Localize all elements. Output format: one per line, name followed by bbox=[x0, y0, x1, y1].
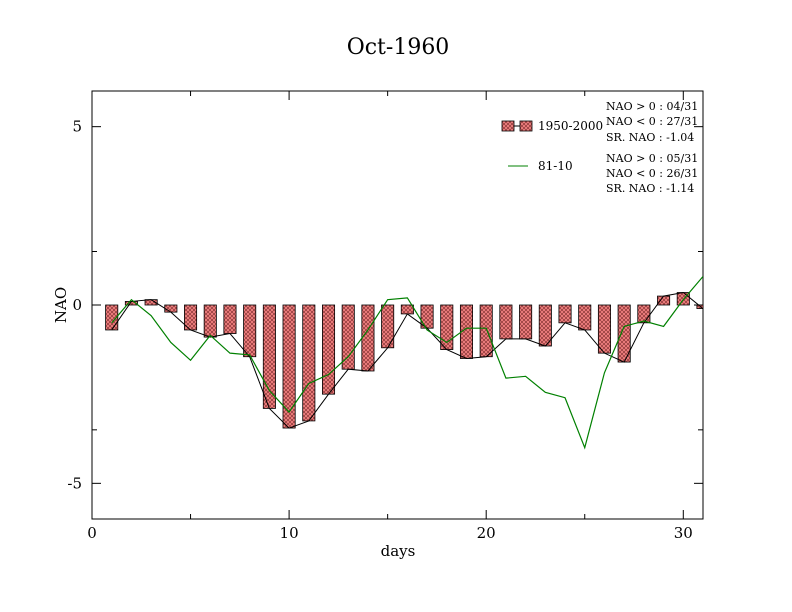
bar-1950-2000 bbox=[696, 304, 703, 309]
bar-1950-2000 bbox=[361, 304, 375, 372]
line-series-group bbox=[111, 276, 703, 450]
y-tick-label: 5 bbox=[72, 118, 82, 136]
bar-series-1950-2000 bbox=[105, 292, 703, 429]
x-axis-label: days bbox=[381, 542, 416, 560]
legend-label-1950-2000: 1950-2000 bbox=[538, 119, 603, 133]
bar-1950-2000 bbox=[597, 304, 611, 354]
axis-ticks: 0 10 20 30 -5 0 5 bbox=[67, 91, 703, 542]
bar-1950-2000 bbox=[203, 304, 217, 338]
bar-1950-2000 bbox=[243, 304, 257, 358]
line-1950-2000-connector bbox=[111, 291, 703, 429]
legend-stat-1950-sr-nao: SR. NAO : -1.04 bbox=[606, 131, 694, 144]
legend-swatch-bar-right bbox=[519, 120, 533, 132]
bar-1950-2000 bbox=[282, 304, 296, 429]
y-tick-label: 0 bbox=[72, 296, 82, 314]
legend-stat-1950-nao-neg: NAO < 0 : 27/31 bbox=[606, 115, 698, 128]
bar-1950-2000 bbox=[578, 304, 592, 331]
bar-1950-2000 bbox=[164, 304, 178, 313]
bar-1950-2000 bbox=[341, 304, 355, 370]
legend-label-81-10: 81-10 bbox=[538, 159, 573, 173]
chart-title: Oct-1960 bbox=[347, 35, 450, 60]
x-tick-label: 30 bbox=[674, 524, 693, 542]
line-81-10 bbox=[111, 276, 703, 450]
bar-1950-2000 bbox=[400, 304, 414, 315]
bar-1950-2000 bbox=[223, 304, 237, 334]
bar-1950-2000 bbox=[538, 304, 552, 347]
legend-stat-8110-nao-neg: NAO < 0 : 26/31 bbox=[606, 167, 698, 180]
x-tick-label: 0 bbox=[87, 524, 97, 542]
bar-1950-2000 bbox=[519, 304, 533, 340]
y-tick-label: -5 bbox=[67, 474, 82, 492]
bar-1950-2000 bbox=[479, 304, 493, 358]
legend-stat-8110-sr-nao: SR. NAO : -1.14 bbox=[606, 182, 694, 195]
bar-1950-2000 bbox=[302, 304, 316, 422]
bar-1950-2000 bbox=[558, 304, 572, 324]
bar-1950-2000 bbox=[499, 304, 513, 340]
bar-1950-2000 bbox=[657, 295, 671, 306]
bar-1950-2000 bbox=[637, 304, 651, 324]
y-axis-label: NAO bbox=[52, 287, 70, 323]
x-tick-label: 20 bbox=[477, 524, 496, 542]
legend-swatch-bar-left bbox=[501, 120, 515, 132]
legend: 1950-2000 NAO > 0 : 04/31 NAO < 0 : 27/3… bbox=[501, 100, 698, 195]
legend-stat-1950-nao-pos: NAO > 0 : 04/31 bbox=[606, 100, 698, 113]
bar-1950-2000 bbox=[322, 304, 336, 395]
legend-stat-8110-nao-pos: NAO > 0 : 05/31 bbox=[606, 152, 698, 165]
x-tick-label: 10 bbox=[280, 524, 299, 542]
bar-1950-2000 bbox=[262, 304, 276, 409]
